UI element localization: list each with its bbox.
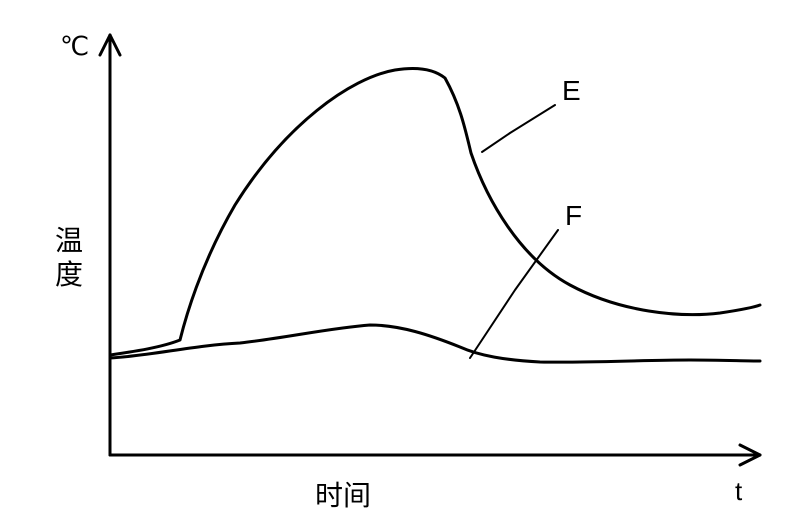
series-label-E: E — [562, 75, 581, 106]
curve-E — [110, 68, 760, 355]
leader-E — [482, 105, 555, 152]
x-axis-title: 时间 — [315, 480, 371, 511]
y-axis-title: 温度 — [55, 225, 83, 290]
chart-svg: ℃ E F 温度 时间 t — [0, 0, 800, 521]
series-label-F: F — [565, 200, 582, 231]
curve-F — [110, 325, 760, 362]
chart-container: ℃ E F 温度 时间 t — [0, 0, 800, 521]
x-axis-end-label: t — [735, 476, 743, 506]
leader-F — [470, 230, 558, 358]
y-axis-unit-label: ℃ — [60, 31, 89, 61]
